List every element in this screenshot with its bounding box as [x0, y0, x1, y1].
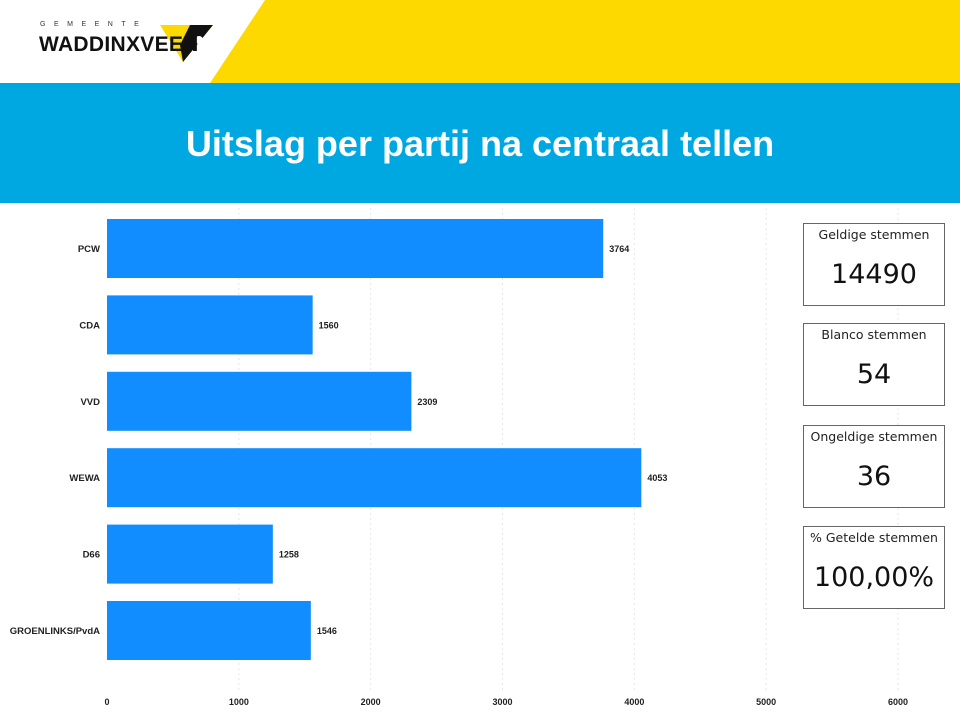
card-value: 36: [856, 461, 892, 492]
bar-d66: [107, 524, 273, 584]
x-tick-label: 5000: [756, 697, 776, 707]
x-tick-label: 3000: [492, 697, 512, 707]
data-label: 1560: [319, 320, 339, 330]
card-label: Geldige stemmen: [818, 227, 930, 242]
category-label: PCW: [78, 244, 100, 255]
card-blank-votes: Blanco stemmen 54: [803, 323, 945, 406]
card-value: 14490: [831, 259, 917, 290]
card-invalid-votes: Ongeldige stemmen 36: [803, 425, 945, 508]
bar-vvd: [107, 371, 412, 431]
bar-groenlinks-pvda: [107, 601, 311, 660]
data-label: 1258: [279, 550, 299, 560]
card-label: Ongeldige stemmen: [810, 429, 938, 444]
card-value: 100,00%: [813, 562, 935, 593]
header: GEMEENTE WADDINXVEEN: [0, 0, 960, 83]
category-label: WEWA: [69, 473, 100, 484]
bar-pcw: [107, 219, 604, 278]
category-label: GROENLINKS/PvdA: [10, 626, 100, 637]
card-counted-percent: % Getelde stemmen 100,00%: [803, 526, 945, 609]
logo-municipality-label: GEMEENTE: [40, 21, 148, 28]
category-label: CDA: [79, 320, 100, 331]
category-label: D66: [83, 550, 100, 561]
bar-chart: 0 1000 2000 3000 4000 5000 6000 PCW 3764 CDA 1560 V…: [10, 208, 908, 707]
page-title: Uitslag per partij na centraal tellen: [185, 123, 775, 164]
card-label: Blanco stemmen: [821, 327, 927, 342]
title-banner: Uitslag per partij na centraal tellen: [0, 83, 960, 203]
card-valid-votes: Geldige stemmen 14490: [803, 223, 945, 306]
header-yellow-shape: [160, 0, 960, 83]
data-label: 3764: [609, 244, 629, 254]
data-label: 4053: [647, 473, 667, 483]
bar-wewa: [107, 448, 642, 508]
data-label: 2309: [417, 397, 437, 407]
data-label: 1546: [317, 626, 337, 636]
card-label: % Getelde stemmen: [810, 530, 938, 545]
x-tick-label: 2000: [361, 697, 381, 707]
bar-cda: [107, 295, 313, 355]
category-label: VVD: [80, 397, 100, 408]
x-tick-label: 1000: [229, 697, 249, 707]
card-value: 54: [856, 359, 892, 390]
x-tick-label: 4000: [624, 697, 644, 707]
x-tick-label: 0: [104, 697, 109, 707]
x-tick-label: 6000: [888, 697, 908, 707]
logo-town-name: WADDINXVEEN: [39, 33, 199, 56]
